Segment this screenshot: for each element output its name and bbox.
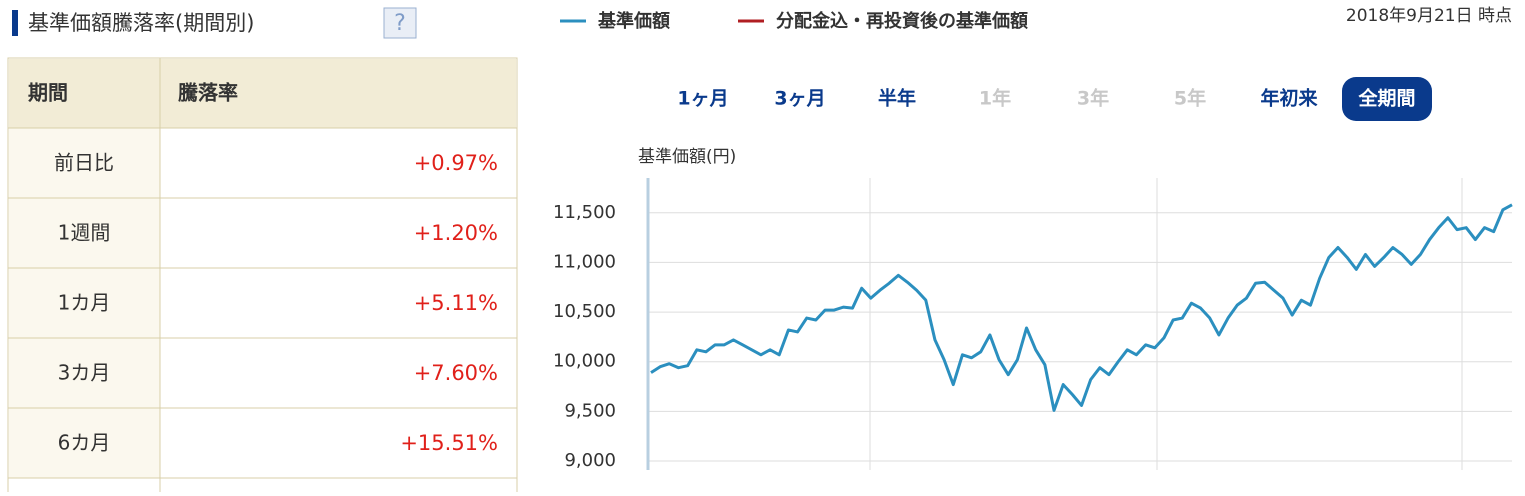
column-header: 期間 xyxy=(28,81,68,105)
period-button: 5年 xyxy=(1174,87,1206,110)
y-axis-title: 基準価額(円) xyxy=(638,147,736,167)
series-line xyxy=(650,203,1513,412)
y-tick-label: 10,500 xyxy=(553,301,616,322)
table-header-bg xyxy=(9,59,516,128)
change-rate: +1.20% xyxy=(414,221,498,245)
period-button[interactable]: 3ヶ月 xyxy=(774,88,825,110)
change-rate: +0.97% xyxy=(414,151,498,175)
row-label-bg xyxy=(9,268,160,338)
period-button: 1年 xyxy=(979,87,1011,110)
y-tick-label: 11,000 xyxy=(553,251,616,272)
row-label-bg xyxy=(9,338,160,408)
period-button: 3年 xyxy=(1077,87,1109,110)
period-label: 6カ月 xyxy=(58,431,111,455)
period-button[interactable]: 年初来 xyxy=(1260,87,1317,110)
legend-label: 分配金込・再投資後の基準価額 xyxy=(776,10,1028,32)
row-label-bg xyxy=(9,408,160,478)
period-button-bg[interactable] xyxy=(1342,77,1432,121)
change-rate: +5.11% xyxy=(414,291,498,315)
help-icon[interactable]: ? xyxy=(394,11,406,36)
period-label: 1週間 xyxy=(58,221,111,245)
as-of-date: 2018年9月21日 時点 xyxy=(1346,6,1512,26)
y-tick-label: 9,000 xyxy=(564,450,616,471)
period-label: 前日比 xyxy=(54,151,114,175)
change-rate: +7.60% xyxy=(414,361,498,385)
change-rate: +15.51% xyxy=(400,431,498,455)
row-label-bg xyxy=(9,198,160,268)
period-button[interactable]: 半年 xyxy=(878,87,916,110)
section-title: 基準価額騰落率(期間別) xyxy=(28,11,254,35)
period-label: 3カ月 xyxy=(58,361,111,385)
title-marker xyxy=(12,10,18,36)
row-label-bg xyxy=(9,128,160,198)
y-tick-label: 9,500 xyxy=(564,400,616,421)
period-label: 1カ月 xyxy=(58,291,111,315)
y-tick-label: 11,500 xyxy=(553,202,616,223)
period-button[interactable]: 全期間 xyxy=(1357,87,1415,110)
column-header: 騰落率 xyxy=(178,81,238,105)
help-button[interactable] xyxy=(383,7,417,39)
table-frame xyxy=(7,57,518,496)
legend-label: 基準価額 xyxy=(597,10,670,32)
period-button[interactable]: 1ヶ月 xyxy=(677,88,728,110)
y-tick-label: 10,000 xyxy=(553,351,616,372)
